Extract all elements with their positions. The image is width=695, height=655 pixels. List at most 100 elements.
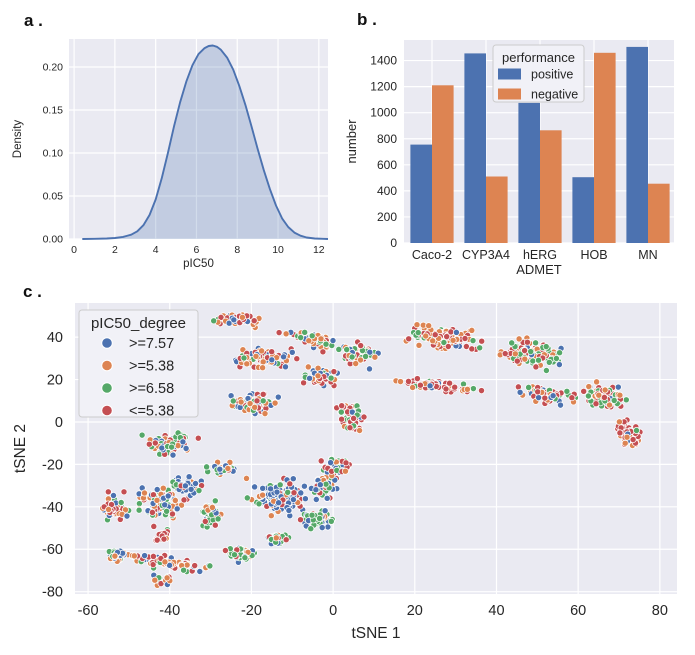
scatter-point <box>195 487 203 495</box>
scatter-point <box>138 431 146 439</box>
scatter-point <box>274 393 282 401</box>
scatter-point <box>357 342 365 350</box>
scatter-point <box>267 512 275 520</box>
x-tick-label: HOB <box>580 248 607 262</box>
legend-box <box>492 44 585 103</box>
scatter-point <box>148 508 156 516</box>
scatter-point <box>633 427 640 434</box>
scatter-point <box>267 485 275 493</box>
x-tick-label: 0 <box>71 244 77 256</box>
x-tick-label: 80 <box>652 603 668 619</box>
scatter-point <box>366 348 374 356</box>
y-tick-label: 0.20 <box>43 62 64 74</box>
scatter-point <box>549 392 557 400</box>
scatter-point <box>286 480 294 488</box>
scatter-point <box>532 339 540 347</box>
scatter-point <box>300 482 308 490</box>
bar-negative-MN <box>648 183 670 243</box>
scatter-point <box>231 551 238 559</box>
y-tick-label: 800 <box>377 132 397 146</box>
density-area <box>82 45 328 239</box>
bar-negative-Caco-2 <box>432 85 454 243</box>
plot-background <box>69 39 328 239</box>
scatter-point <box>230 316 238 324</box>
legend-title: pIC50_degree <box>91 315 186 332</box>
scatter-point <box>153 536 161 544</box>
scatter-point <box>600 393 608 401</box>
scatter-point <box>426 382 434 390</box>
scatter-point <box>508 339 516 347</box>
scatter-point <box>405 377 412 385</box>
scatter-point <box>141 552 149 560</box>
scatter-point <box>446 379 454 387</box>
x-tick-label: 20 <box>407 603 423 619</box>
scatter-point <box>555 361 563 369</box>
scatter-point <box>515 335 523 343</box>
scatter-point <box>521 347 529 355</box>
scatter-point <box>159 484 167 492</box>
scatter-point <box>468 345 476 353</box>
scatter-point <box>169 451 177 459</box>
scatter-point <box>601 386 609 394</box>
x-tick-label: CYP3A4 <box>462 248 510 262</box>
scatter-point <box>511 350 519 358</box>
scatter-point <box>444 343 452 350</box>
scatter-point <box>275 329 283 337</box>
scatter-point <box>171 496 179 504</box>
scatter-point <box>217 313 225 321</box>
scatter-point <box>478 387 485 395</box>
scatter-point <box>282 536 290 544</box>
scatter-point <box>621 439 629 447</box>
legend-label-red: <=5.38 <box>129 404 174 420</box>
scatter-point <box>552 355 560 362</box>
scatter-point <box>307 525 315 533</box>
legend-label-blue: >=7.57 <box>129 336 174 352</box>
scatter-point <box>196 568 204 575</box>
scatter-point <box>284 488 292 496</box>
y-tick-label: 0.10 <box>43 148 64 160</box>
scatter-point <box>251 403 259 411</box>
scatter-point <box>532 363 540 371</box>
scatter-point <box>409 384 417 391</box>
scatter-point <box>259 397 267 405</box>
y-tick-label: 0.15 <box>43 105 64 117</box>
y-axis-label: Density <box>12 120 24 159</box>
scatter-point <box>610 396 618 404</box>
scatter-point <box>442 385 450 393</box>
scatter-point <box>259 491 267 499</box>
scatter-point <box>104 488 112 496</box>
scatter-point <box>158 444 166 452</box>
scatter-point <box>366 365 373 373</box>
scatter-point <box>179 438 187 446</box>
scatter-point <box>153 496 161 504</box>
legend-title: performance <box>502 50 575 65</box>
scatter-point <box>185 473 193 481</box>
panel-a-density-chart: 0 2 4 6 8 10 12 0.00 0.05 0.10 0.15 0.20 pIC50 Densit… <box>12 39 329 270</box>
scatter-point <box>259 390 267 398</box>
scatter-point <box>221 547 229 554</box>
legend-performance: performance positive negative <box>492 44 585 103</box>
scatter-point <box>629 436 637 444</box>
bar-negative-hERG <box>540 130 562 243</box>
scatter-point <box>362 352 370 360</box>
scatter-point <box>237 398 245 406</box>
scatter-point <box>352 360 360 368</box>
scatter-point <box>180 566 188 574</box>
scatter-point <box>261 410 269 418</box>
scatter-point <box>259 484 267 492</box>
scatter-point <box>337 408 345 416</box>
scatter-point <box>568 394 576 402</box>
y-tick-label: 0 <box>55 415 63 431</box>
scatter-point <box>350 414 358 422</box>
scatter-point <box>327 374 335 382</box>
x-tick-label: 12 <box>313 244 325 256</box>
scatter-point <box>327 517 335 525</box>
scatter-point <box>535 356 542 364</box>
scatter-point <box>416 381 424 389</box>
scatter-point <box>280 353 288 361</box>
scatter-point <box>210 317 218 325</box>
scatter-point <box>322 480 330 488</box>
scatter-point <box>243 494 251 502</box>
scatter-point <box>111 552 119 560</box>
